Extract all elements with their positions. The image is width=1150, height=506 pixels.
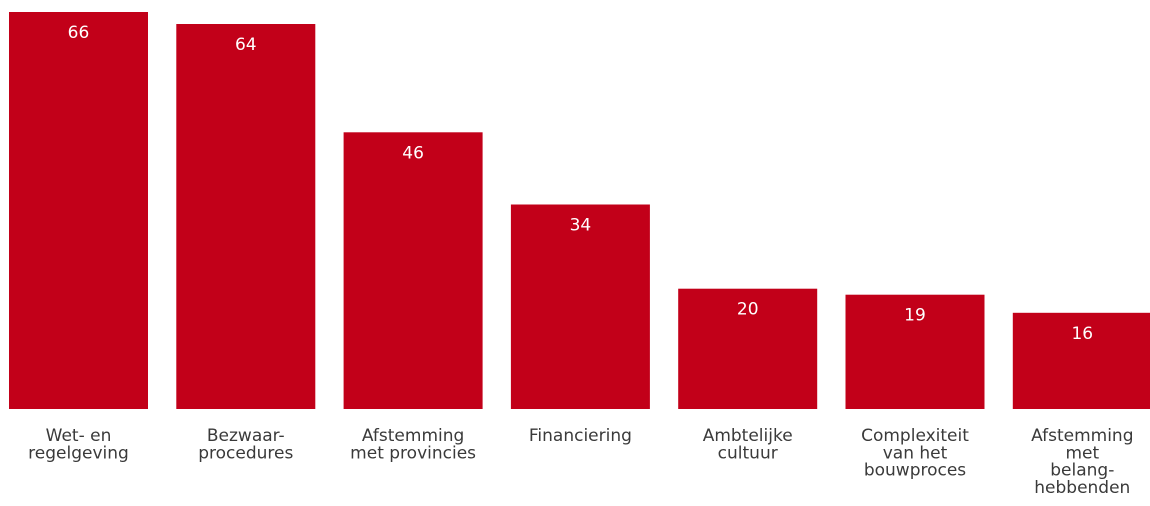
category-label-0-line-0: Wet- en: [46, 426, 112, 446]
category-label-1-line-1: procedures: [198, 443, 293, 463]
value-label-0: 66: [68, 23, 90, 43]
category-label-5-line-1: van het: [883, 443, 948, 463]
bar-2: [343, 132, 483, 410]
category-label-4-line-0: Ambtelijke: [703, 426, 793, 446]
category-label-4-line-1: cultuur: [718, 443, 778, 463]
category-label-5-line-0: Complexiteit: [861, 426, 969, 446]
bars-group: [9, 12, 1150, 410]
category-label-2: Afstemming met provincies: [350, 426, 476, 463]
value-label-3: 34: [570, 216, 592, 236]
category-label-6: Afstemming met belang-hebbenden: [1031, 426, 1133, 498]
category-label-2-line-1: met provincies: [350, 443, 476, 463]
bar-0: [9, 12, 148, 409]
value-label-6: 16: [1071, 324, 1093, 344]
category-labels-group: Wet- en regelgeving Bezwaar-procedures Afst…: [28, 426, 1133, 498]
category-label-5-line-2: bouwproces: [864, 461, 966, 481]
bar-1: [176, 24, 316, 409]
bar-5: [845, 294, 985, 409]
category-label-5: Complexiteit van het bouwproces: [861, 426, 969, 481]
value-label-5: 19: [904, 306, 926, 326]
category-label-2-line-0: Afstemming: [362, 426, 464, 446]
category-label-6-line-1: met: [1065, 443, 1099, 463]
category-label-6-line-0: Afstemming: [1031, 426, 1133, 446]
value-label-4: 20: [737, 300, 759, 320]
bar-6: [1012, 312, 1150, 409]
category-label-0-line-1: regelgeving: [28, 443, 129, 463]
category-label-6-line-2: belang-: [1050, 461, 1114, 481]
value-labels-group: 66 64 46 34 20 19 16: [68, 23, 1093, 344]
category-label-0: Wet- en regelgeving: [28, 426, 129, 463]
category-label-6-line-3: hebbenden: [1034, 478, 1130, 498]
category-label-1: Bezwaar-procedures: [198, 426, 293, 463]
bar-4: [678, 288, 818, 409]
value-label-2: 46: [402, 143, 424, 163]
value-label-1: 64: [235, 35, 257, 55]
bar-3: [510, 204, 650, 409]
category-label-3-line-0: Financiering: [529, 426, 632, 446]
category-label-4: Ambtelijke cultuur: [703, 426, 793, 463]
category-label-1-line-0: Bezwaar-: [207, 426, 285, 446]
category-label-3: Financiering: [529, 426, 632, 446]
